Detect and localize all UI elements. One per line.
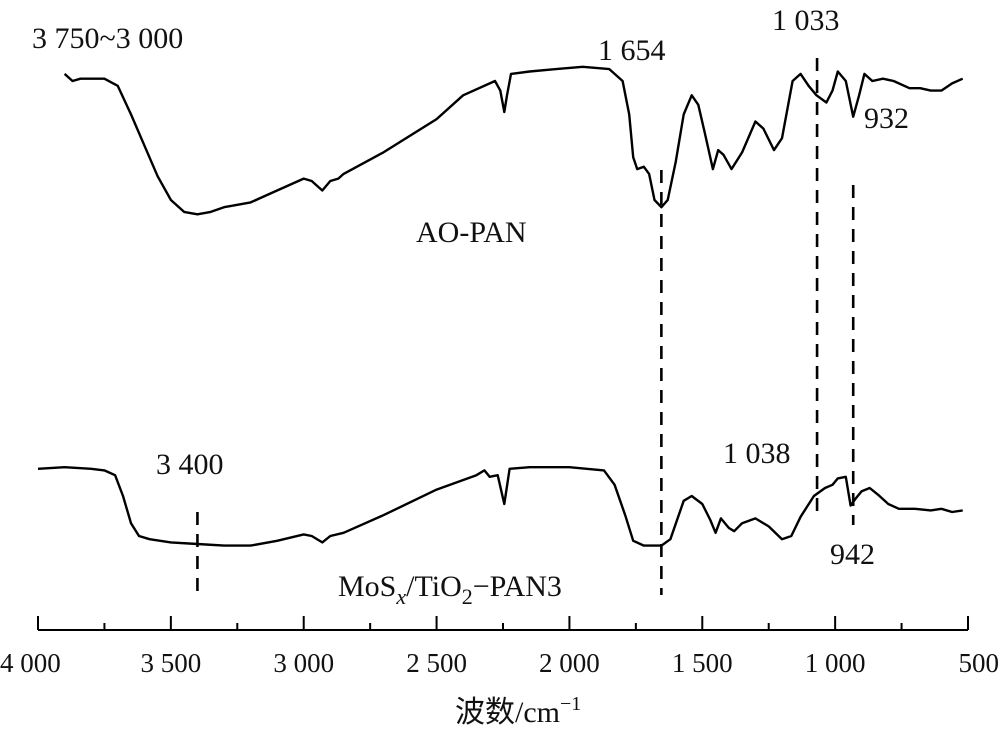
annotation-peak-3400: 3 400 (156, 448, 224, 481)
series-line-ao-pan (63, 65, 964, 216)
annotation-peak-942: 942 (830, 538, 875, 571)
series-line-mos-tio2-pan3 (37, 466, 963, 547)
x-tick-label-500: 500 (959, 648, 1000, 678)
annotation-peak-1654: 1 654 (598, 34, 666, 67)
x-axis-title: 波数/cm−1 (455, 693, 581, 729)
x-tick-label-3000: 3 000 (273, 648, 334, 678)
x-tick-label-2500: 2 500 (406, 648, 467, 678)
x-axis-ticks: 4 000 3 500 3 000 2 500 2 000 1 500 1 000 500 (0, 616, 999, 678)
series-label-mos-tio2-pan3: MoSx/TiO2−PAN3 (338, 570, 562, 609)
x-tick-label-1500: 1 500 (672, 648, 733, 678)
annotation-peak-932: 932 (864, 102, 909, 135)
annotation-peak-1033: 1 033 (772, 4, 840, 37)
annotation-range-3750-3000: 3 750~3 000 (32, 22, 183, 55)
x-tick-label-1000: 1 000 (805, 648, 866, 678)
series-label-ao-pan: AO-PAN (416, 216, 527, 249)
x-tick-label-3500: 3 500 (140, 648, 201, 678)
annotation-peak-1038: 1 038 (723, 437, 791, 470)
x-tick-label-2000: 2 000 (539, 648, 600, 678)
x-tick-label-4000: 4 000 (0, 648, 61, 678)
